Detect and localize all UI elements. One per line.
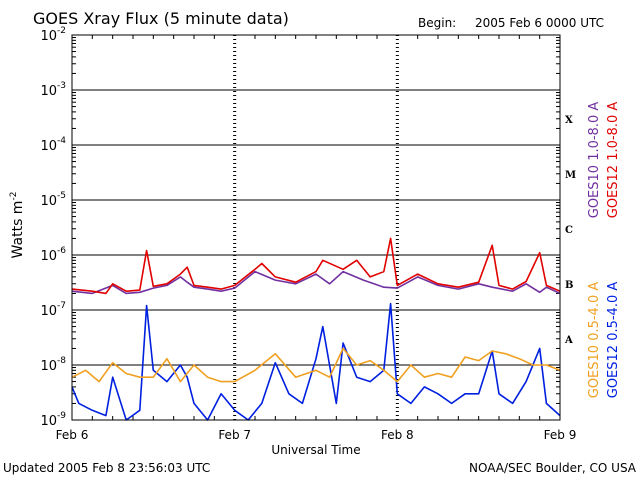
y-tick-base: 10 — [40, 139, 57, 154]
legend-label-goes12-short: GOES12 0.5-4.0 A — [606, 282, 621, 399]
y-tick-base: 10 — [40, 194, 57, 209]
y-tick-base: 10 — [40, 29, 57, 44]
y-tick-exponent: -4 — [57, 136, 66, 146]
y-tick-base: 10 — [40, 359, 57, 374]
y-tick-label: 10-9 — [40, 411, 66, 429]
series-line-goes10-0-5-4-0-a — [71, 347, 561, 383]
y-tick-label: 10-6 — [40, 246, 66, 264]
y-tick-label: 10-2 — [40, 26, 66, 44]
y-tick-exponent: -9 — [57, 411, 66, 421]
x-tick-label: Feb 9 — [544, 428, 577, 442]
series-layer — [71, 237, 561, 421]
flare-class-b: B — [565, 280, 573, 291]
grid-layer — [72, 34, 560, 421]
y-axis-label-exponent: -2 — [9, 192, 19, 201]
legend-goes12-long: GOES12 1.0-8.0 A — [606, 102, 621, 219]
y-tick-exponent: -6 — [57, 246, 66, 256]
y-tick-base: 10 — [40, 84, 57, 99]
y-tick-exponent: -7 — [57, 301, 66, 311]
y-tick-labels: 10-210-310-410-510-610-710-810-9 — [40, 26, 66, 429]
begin-label: Begin: — [418, 16, 456, 30]
flare-class-c: C — [565, 225, 573, 236]
flare-class-labels: X M C B A — [564, 115, 576, 346]
y-tick-label: 10-7 — [40, 301, 66, 319]
series-line-goes12-1-0-8-0-a — [71, 237, 561, 295]
flare-class-a: A — [564, 335, 573, 346]
y-tick-exponent: -5 — [57, 191, 66, 201]
chart-title: GOES Xray Flux (5 minute data) — [33, 9, 289, 28]
legend-label-goes12-long: GOES12 1.0-8.0 A — [606, 102, 621, 219]
y-tick-label: 10-3 — [40, 81, 66, 99]
series-line-goes10-1-0-8-0-a — [71, 270, 561, 295]
x-tick-label: Feb 6 — [56, 428, 89, 442]
y-axis-label-group: Watts m-2 — [9, 192, 26, 259]
flare-class-x: X — [565, 115, 573, 126]
begin-value: 2005 Feb 6 0000 UTC — [475, 16, 604, 30]
credit-text: NOAA/SEC Boulder, CO USA — [469, 461, 637, 475]
y-tick-label: 10-5 — [40, 191, 66, 209]
x-axis-label: Universal Time — [271, 443, 360, 457]
legend-label-goes10-short: GOES10 0.5-4.0 A — [587, 282, 602, 399]
y-tick-base: 10 — [40, 249, 57, 264]
y-axis-label: Watts m — [10, 201, 26, 259]
y-tick-exponent: -3 — [57, 81, 66, 91]
flare-class-m: M — [565, 170, 576, 181]
x-tick-label: Feb 8 — [381, 428, 414, 442]
y-tick-label: 10-4 — [40, 136, 66, 154]
y-tick-label: 10-8 — [40, 356, 66, 374]
svg-text:Watts m-2: Watts m-2 — [9, 192, 26, 259]
x-tick-labels: Feb 6 Feb 7 Feb 8 Feb 9 — [56, 428, 577, 442]
legend-goes10-short: GOES10 0.5-4.0 A — [587, 282, 602, 399]
y-tick-exponent: -8 — [57, 356, 66, 366]
y-tick-base: 10 — [40, 304, 57, 319]
y-tick-base: 10 — [40, 414, 57, 429]
updated-timestamp: Updated 2005 Feb 8 23:56:03 UTC — [3, 461, 210, 475]
y-tick-exponent: -2 — [57, 26, 66, 36]
legend-goes10-long: GOES10 1.0-8.0 A — [587, 102, 602, 219]
legend-goes12-short: GOES12 0.5-4.0 A — [606, 282, 621, 399]
legend-label-goes10-long: GOES10 1.0-8.0 A — [587, 102, 602, 219]
x-tick-label: Feb 7 — [218, 428, 251, 442]
series-line-goes12-0-5-4-0-a — [71, 302, 561, 421]
plot-frame — [71, 34, 561, 421]
